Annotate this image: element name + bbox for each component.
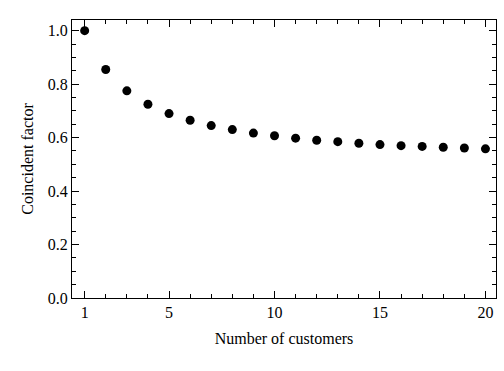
svg-text:0.6: 0.6 (48, 129, 68, 146)
svg-text:15: 15 (372, 304, 388, 321)
svg-text:20: 20 (477, 304, 493, 321)
svg-text:10: 10 (267, 304, 283, 321)
svg-text:0.4: 0.4 (48, 183, 68, 200)
svg-text:1.0: 1.0 (48, 22, 68, 39)
svg-text:Coincident factor: Coincident factor (19, 103, 36, 215)
svg-text:0.8: 0.8 (48, 76, 68, 93)
svg-text:5: 5 (165, 304, 173, 321)
svg-text:0.0: 0.0 (48, 290, 68, 307)
svg-text:1: 1 (81, 304, 89, 321)
svg-text:0.2: 0.2 (48, 236, 68, 253)
svg-text:Number of customers: Number of customers (215, 330, 354, 347)
